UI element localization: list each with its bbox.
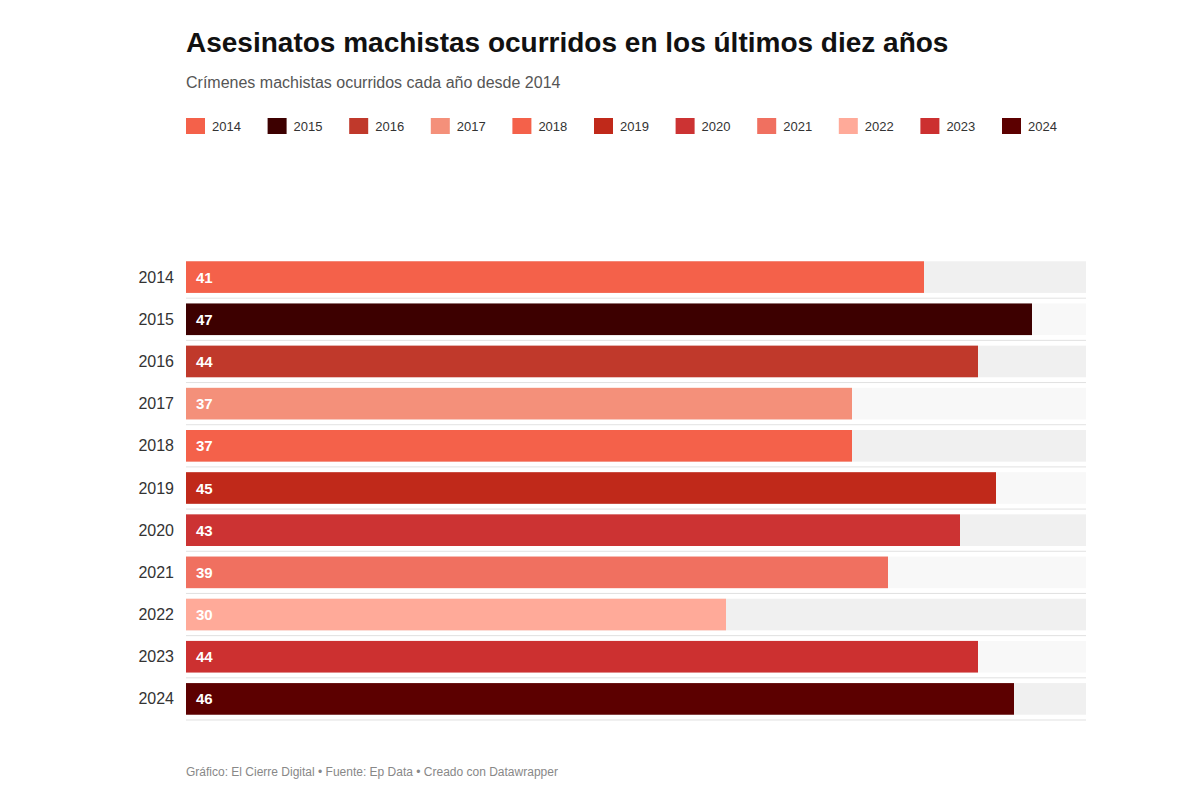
- legend-label: 2021: [783, 119, 812, 134]
- legend-label: 2016: [375, 119, 404, 134]
- data-label: 47: [196, 311, 213, 328]
- chart: Asesinatos machistas ocurridos en los úl…: [0, 0, 1200, 800]
- row-background: [186, 388, 1086, 420]
- legend-swatch: [757, 118, 776, 134]
- legend-swatch: [431, 118, 450, 134]
- legend-label: 2015: [294, 119, 323, 134]
- data-label: 37: [196, 395, 213, 412]
- legend: 2014 2015 2016 2017 2018 2019 2020 2021 2022 2023…: [186, 118, 1057, 134]
- y-tick-label: 2015: [138, 311, 174, 328]
- y-tick-label: 2016: [138, 353, 174, 370]
- y-tick-label: 2014: [138, 269, 174, 286]
- data-label: 37: [196, 437, 213, 454]
- legend-label: 2022: [865, 119, 894, 134]
- row-separator: [186, 466, 1086, 467]
- row-separator: [186, 424, 1086, 425]
- y-tick-label: 2020: [138, 522, 174, 539]
- legend-swatch: [676, 118, 695, 134]
- y-tick-label: 2019: [138, 480, 174, 497]
- row-background: [186, 641, 1086, 673]
- legend-swatch: [594, 118, 613, 134]
- row-background: [186, 261, 1086, 293]
- row-background: [186, 683, 1086, 715]
- bar: [186, 514, 960, 546]
- legend-swatch: [349, 118, 368, 134]
- row-background: [186, 472, 1086, 504]
- legend-label: 2017: [457, 119, 486, 134]
- legend-label: 2014: [212, 119, 241, 134]
- legend-swatch: [1002, 118, 1021, 134]
- y-tick-label: 2018: [138, 437, 174, 454]
- row-separator: [186, 382, 1086, 383]
- plot-area: [186, 261, 1086, 714]
- bar: [186, 261, 924, 293]
- data-label: 44: [196, 648, 213, 665]
- bar: [186, 303, 1032, 335]
- row-background: [186, 303, 1086, 335]
- subtitle: Crímenes machistas ocurridos cada año de…: [186, 74, 561, 91]
- legend-swatch: [186, 118, 205, 134]
- data-label: 30: [196, 606, 213, 623]
- footer: Gráfico: El Cierre Digital • Fuente: Ep …: [186, 765, 558, 779]
- bar: [186, 683, 1014, 715]
- y-tick-label: 2021: [138, 564, 174, 581]
- y-tick-label: 2023: [138, 648, 174, 665]
- row-separator: [186, 340, 1086, 341]
- bar: [186, 346, 978, 378]
- legend-label: 2023: [946, 119, 975, 134]
- title: Asesinatos machistas ocurridos en los úl…: [186, 27, 948, 58]
- row-separator: [186, 509, 1086, 510]
- row-background: [186, 514, 1086, 546]
- y-tick-label: 2024: [138, 690, 174, 707]
- legend-swatch: [839, 118, 858, 134]
- row-background: [186, 557, 1086, 589]
- y-tick-label: 2022: [138, 606, 174, 623]
- legend-label: 2024: [1028, 119, 1057, 134]
- data-label: 45: [196, 480, 213, 497]
- bar: [186, 388, 852, 420]
- row-background: [186, 599, 1086, 631]
- data-label: 43: [196, 522, 213, 539]
- row-background: [186, 346, 1086, 378]
- y-tick-label: 2017: [138, 395, 174, 412]
- row-separator: [186, 551, 1086, 552]
- data-label: 44: [196, 353, 213, 370]
- legend-label: 2020: [702, 119, 731, 134]
- data-label: 41: [196, 269, 213, 286]
- legend-label: 2018: [538, 119, 567, 134]
- row-separator: [186, 677, 1086, 678]
- legend-swatch: [512, 118, 531, 134]
- row-separator: [186, 720, 1086, 721]
- bar: [186, 641, 978, 673]
- row-separator: [186, 593, 1086, 594]
- data-label: 46: [196, 690, 213, 707]
- legend-swatch: [920, 118, 939, 134]
- row-separator: [186, 635, 1086, 636]
- legend-label: 2019: [620, 119, 649, 134]
- row-separator: [186, 298, 1086, 299]
- row-background: [186, 430, 1086, 462]
- bar: [186, 599, 726, 631]
- data-label: 39: [196, 564, 213, 581]
- bar: [186, 557, 888, 589]
- legend-swatch: [268, 118, 287, 134]
- bar: [186, 430, 852, 462]
- bar: [186, 472, 996, 504]
